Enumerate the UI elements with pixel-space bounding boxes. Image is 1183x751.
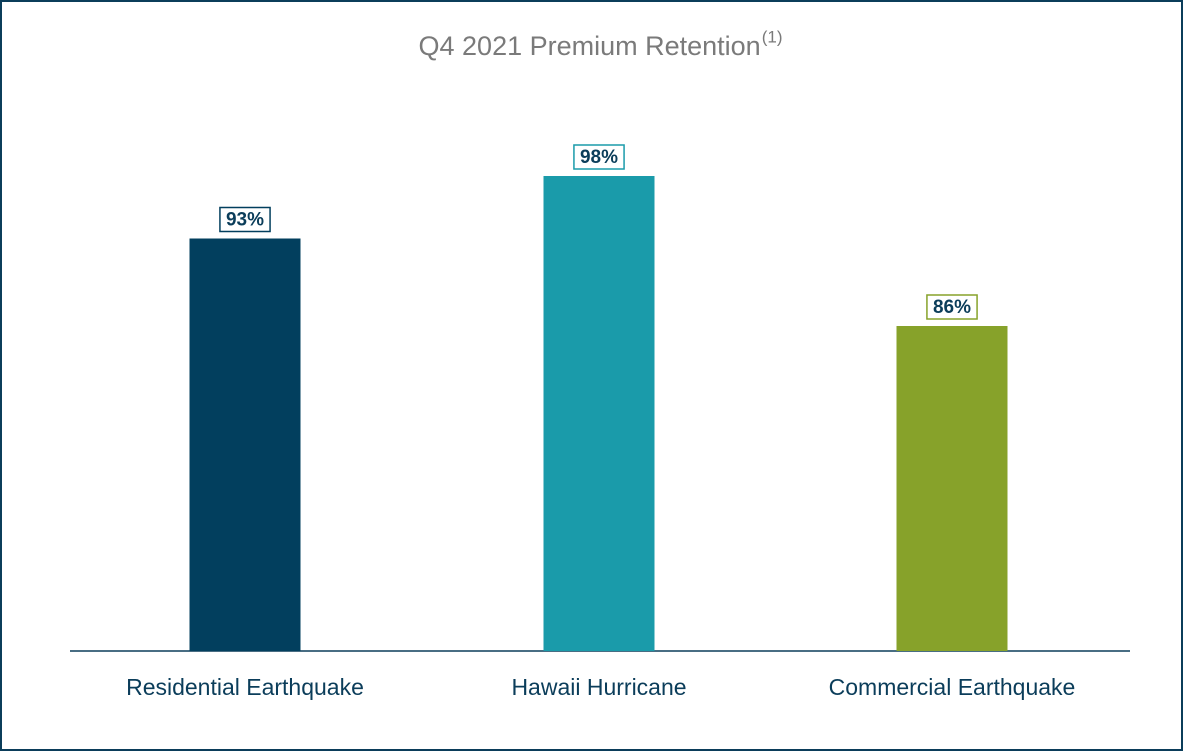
x-tick-label: Hawaii Hurricane <box>511 674 686 700</box>
chart-title: Q4 2021 Premium Retention <box>419 31 761 61</box>
bar <box>189 238 301 651</box>
value-label: 93% <box>226 210 264 231</box>
value-label-box <box>219 206 271 233</box>
title-superscript: (1) <box>762 27 783 46</box>
bar <box>543 176 655 651</box>
value-label-box <box>573 144 625 170</box>
value-label-box <box>926 294 978 320</box>
value-label: 86% <box>933 297 971 318</box>
x-tick-label: Residential Earthquake <box>126 674 364 700</box>
value-label: 98% <box>580 147 618 168</box>
x-tick-label: Commercial Earthquake <box>829 674 1076 700</box>
bar <box>896 326 1008 651</box>
